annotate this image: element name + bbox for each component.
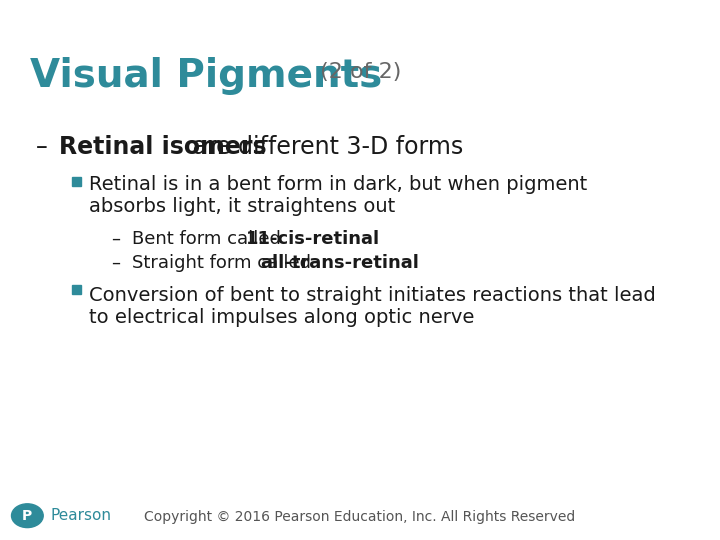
Text: –: – [36, 135, 48, 159]
Text: absorbs light, it straightens out: absorbs light, it straightens out [89, 197, 395, 216]
Text: are different 3-D forms: are different 3-D forms [185, 135, 463, 159]
Text: Retinal isomers: Retinal isomers [59, 135, 266, 159]
Text: Visual Pigments: Visual Pigments [30, 57, 382, 94]
Text: Straight form called: Straight form called [132, 254, 317, 272]
FancyBboxPatch shape [72, 285, 81, 294]
Text: –: – [112, 254, 121, 272]
FancyBboxPatch shape [72, 177, 81, 186]
Text: Conversion of bent to straight initiates reactions that lead: Conversion of bent to straight initiates… [89, 286, 655, 305]
Text: Retinal is in a bent form in dark, but when pigment: Retinal is in a bent form in dark, but w… [89, 176, 587, 194]
Text: P: P [22, 509, 32, 523]
Text: 11-cis-retinal: 11-cis-retinal [246, 230, 379, 247]
Text: Bent form called: Bent form called [132, 230, 287, 247]
Circle shape [12, 504, 43, 528]
Text: Copyright © 2016 Pearson Education, Inc. All Rights Reserved: Copyright © 2016 Pearson Education, Inc.… [145, 510, 575, 524]
Text: –: – [112, 230, 121, 247]
Text: to electrical impulses along optic nerve: to electrical impulses along optic nerve [89, 308, 474, 327]
Text: Pearson: Pearson [50, 508, 112, 523]
Text: all-trans-retinal: all-trans-retinal [260, 254, 419, 272]
Text: (2 of 2): (2 of 2) [313, 62, 402, 82]
